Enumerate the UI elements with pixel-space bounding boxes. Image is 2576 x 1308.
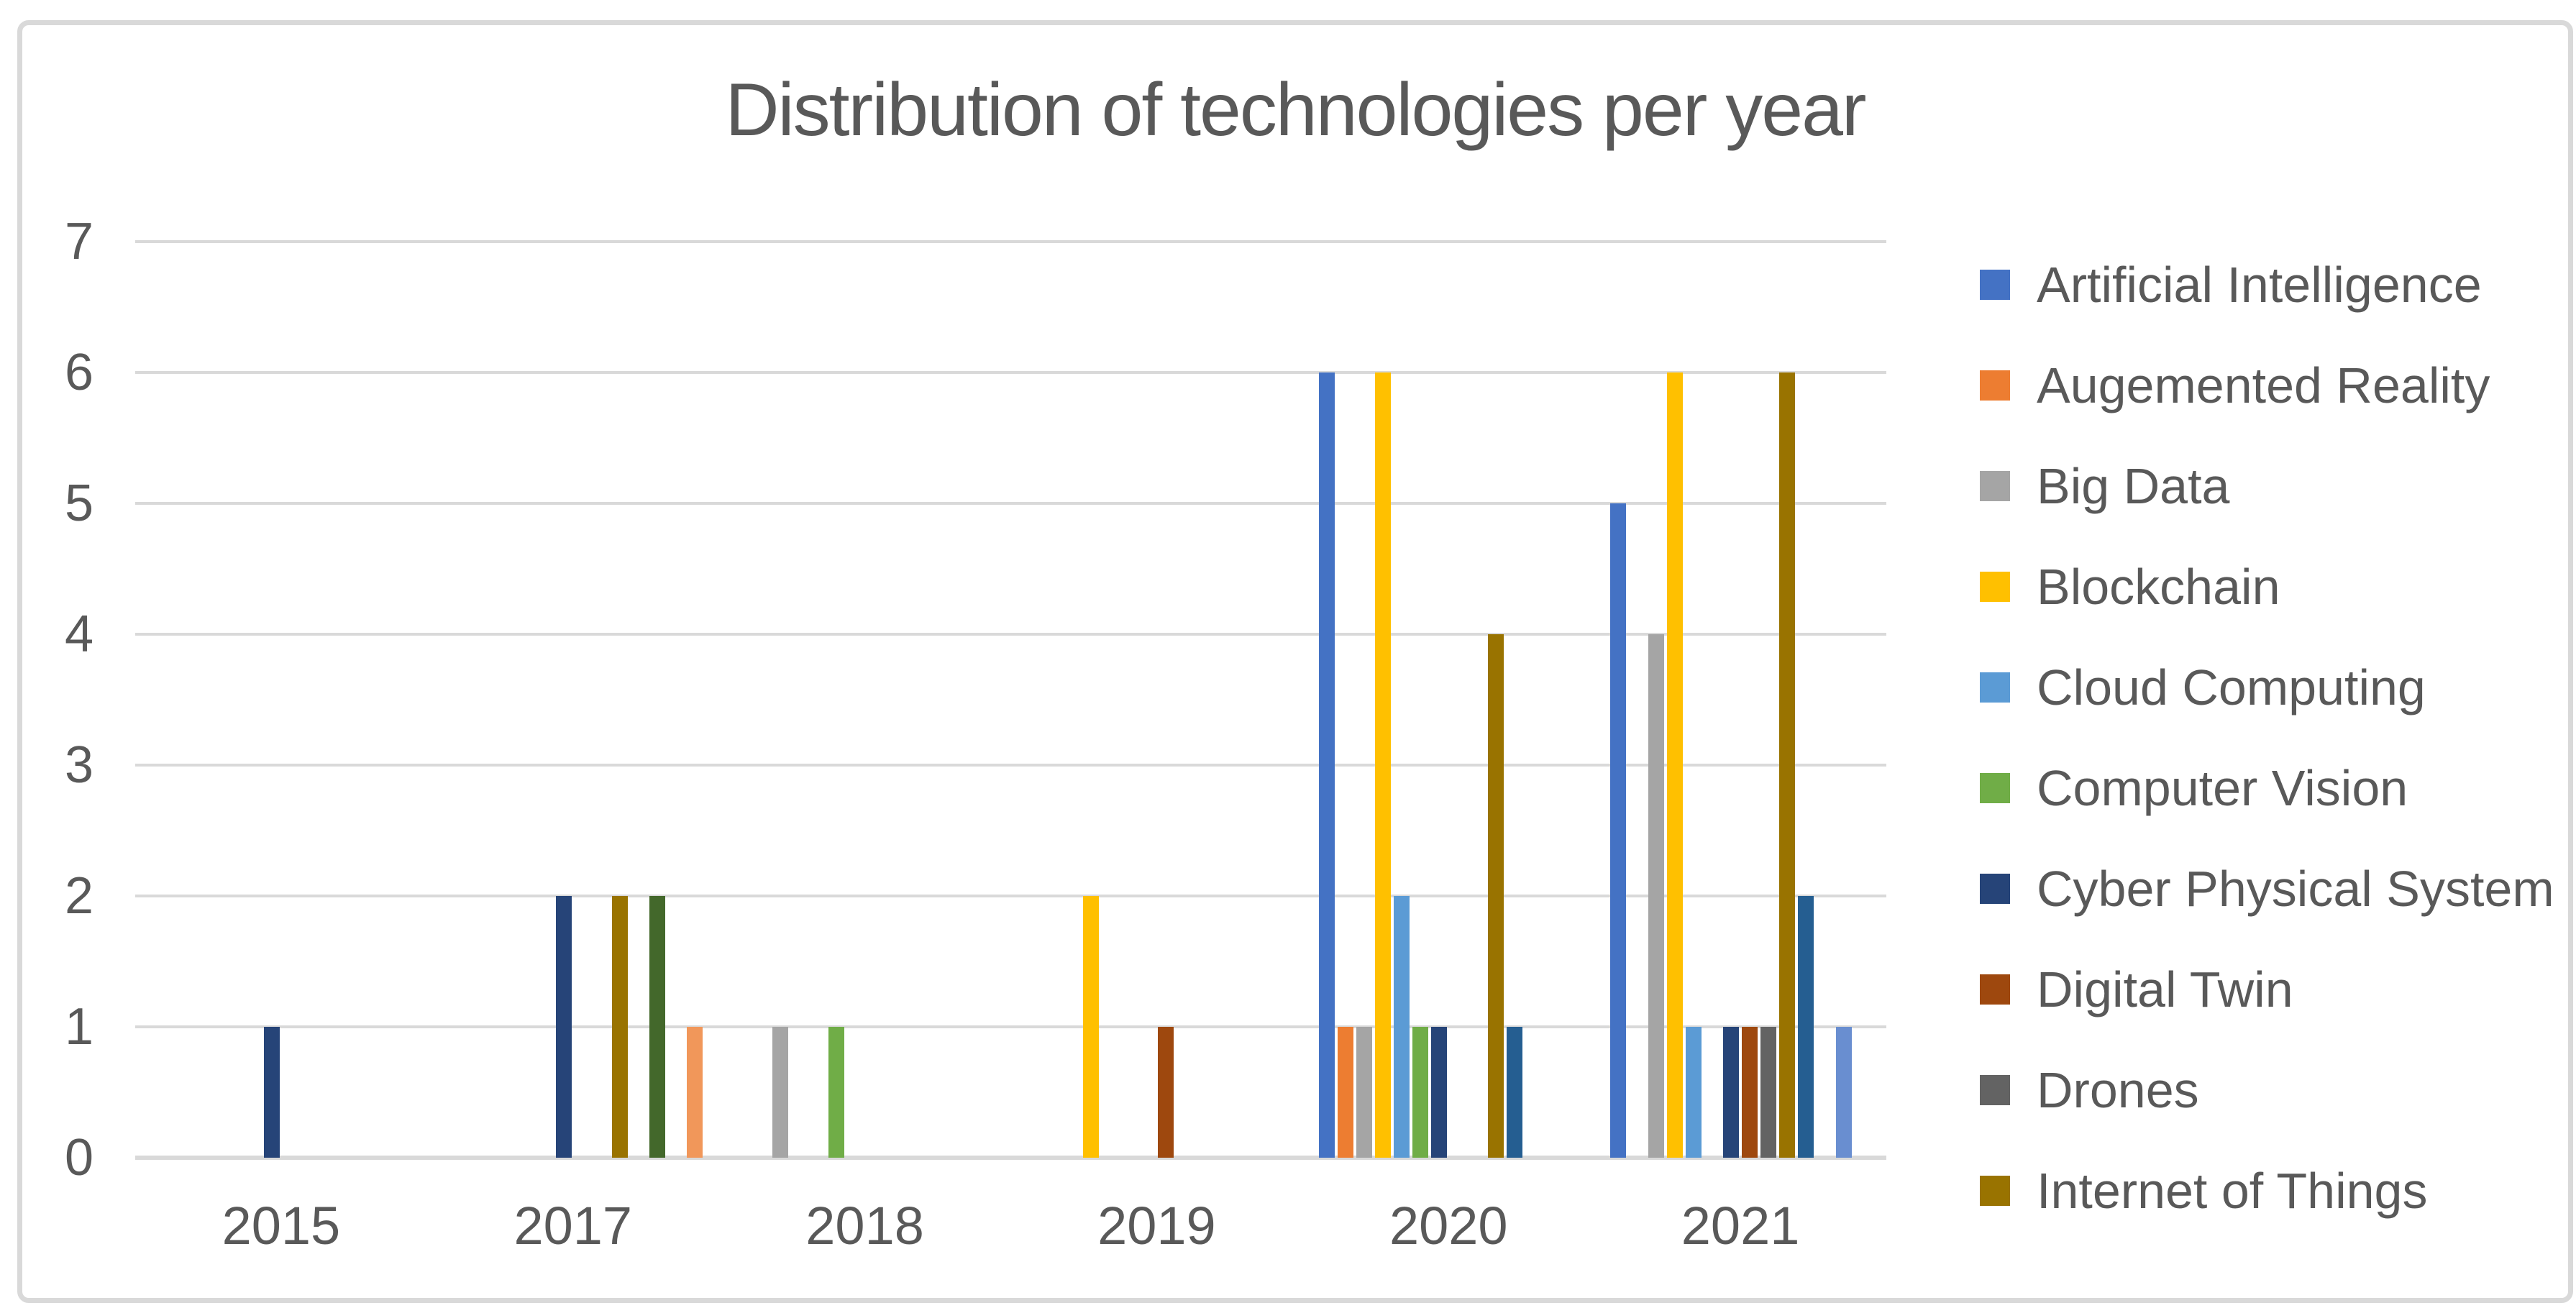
y-axis-tick-label: 1 [64,998,93,1056]
y-axis-tick-label: 0 [64,1129,93,1186]
bar-internet-of-things-2021 [1779,372,1796,1158]
bar-cloud-computing-2021 [1685,1027,1702,1158]
chart-title: Distribution of technologies per year [725,68,1866,152]
bar-digital-twin-2021 [1742,1027,1758,1158]
bar-computer-vision-2020 [1412,1027,1429,1158]
gridline [135,371,1886,374]
legend-swatch [1980,1176,2010,1206]
gridline [135,1025,1886,1028]
bar-big-data-2021 [1648,634,1664,1158]
x-axis-tick-label: 2015 [221,1196,341,1256]
legend-item: Big Data [1980,457,2229,515]
y-axis-tick-label: 4 [64,605,93,663]
legend-label: Digital Twin [2037,961,2293,1017]
y-axis-tick-label: 2 [64,867,93,925]
legend-label: Artificial Intelligence [2037,257,2482,313]
legend-swatch [1980,974,2010,1005]
chart-frame [17,20,2573,1303]
bar-cyber-physical-system-2021 [1723,1027,1740,1158]
legend-label: Cloud Computing [2037,659,2426,715]
bar-series-12-2017 [649,896,666,1158]
legend-swatch [1980,874,2010,904]
legend-item: Digital Twin [1980,961,2293,1018]
legend-item: Blockchain [1980,558,2280,616]
legend-label: Internet of Things [2037,1163,2428,1219]
x-axis-tick-label: 2020 [1389,1196,1508,1256]
legend-item: Artificial Intelligence [1980,256,2482,314]
legend-swatch [1980,370,2010,401]
bar-internet-of-things-2017 [612,896,628,1158]
bar-blockchain-2019 [1083,896,1100,1158]
x-axis-tick-label: 2021 [1681,1196,1800,1256]
bar-series-14-2017 [687,1027,703,1158]
bar-artificial-intelligence-2020 [1318,372,1335,1158]
gridline [135,764,1886,767]
legend-label: Computer Vision [2037,760,2408,816]
gridline [135,502,1886,505]
bar-big-data-2020 [1356,1027,1372,1158]
bar-augemented-reality-2020 [1337,1027,1353,1158]
legend-label: Blockchain [2037,559,2280,615]
legend-swatch [1980,672,2010,703]
bar-blockchain-2020 [1374,372,1391,1158]
legend-swatch [1980,773,2010,803]
legend-item: Internet of Things [1980,1162,2428,1220]
bar-artificial-intelligence-2021 [1610,503,1627,1158]
y-axis-tick-label: 3 [64,736,93,794]
legend-label: Cyber Physical System [2037,861,2554,917]
x-axis-tick-label: 2018 [805,1196,924,1256]
legend-swatch [1980,471,2010,501]
legend-swatch [1980,270,2010,300]
x-axis-line [135,1156,1886,1160]
bar-series-13-2021 [1835,1027,1852,1158]
y-axis-tick-label: 6 [64,344,93,401]
bar-cyber-physical-system-2020 [1431,1027,1448,1158]
bar-series-11-2020 [1506,1027,1522,1158]
bar-internet-of-things-2020 [1487,634,1504,1158]
legend-label: Drones [2037,1062,2199,1118]
legend-swatch [1980,1075,2010,1105]
bar-drones-2021 [1760,1027,1777,1158]
y-axis-tick-label: 5 [64,475,93,532]
x-axis-tick-label: 2019 [1097,1196,1216,1256]
bar-cloud-computing-2020 [1394,896,1410,1158]
legend-item: Augemented Reality [1980,357,2490,414]
legend-label: Augemented Reality [2037,357,2490,413]
legend-item: Drones [1980,1061,2199,1119]
legend-item: Cyber Physical System [1980,860,2554,918]
x-axis-tick-label: 2017 [513,1196,633,1256]
gridline [135,633,1886,636]
legend-item: Computer Vision [1980,759,2408,817]
legend-item: Cloud Computing [1980,659,2426,716]
legend-label: Big Data [2037,458,2230,514]
bar-cyber-physical-system-2017 [555,896,572,1158]
bar-digital-twin-2019 [1158,1027,1174,1158]
bar-blockchain-2021 [1666,372,1683,1158]
bar-computer-vision-2018 [828,1027,845,1158]
bar-big-data-2018 [772,1027,789,1158]
gridline [135,895,1886,897]
y-axis-tick-label: 7 [64,213,93,270]
gridline [135,240,1886,243]
bar-series-11-2021 [1798,896,1814,1158]
legend-swatch [1980,572,2010,602]
bar-cyber-physical-system-2015 [263,1027,280,1158]
